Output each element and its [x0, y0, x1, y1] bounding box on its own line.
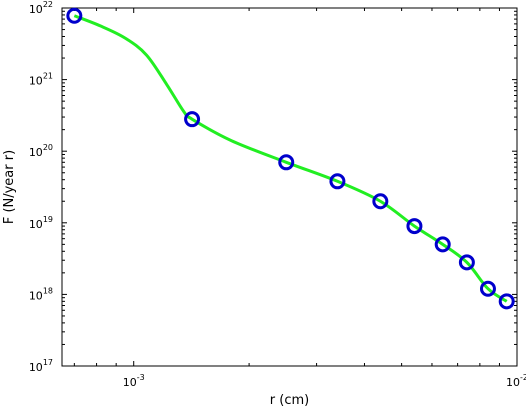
data-point	[184, 111, 201, 128]
tick-labels: 1017 1018 1019 1020 1021 1022 10-3 10-2	[29, 0, 526, 389]
axis-ticks	[62, 7, 518, 367]
data-point	[66, 7, 83, 24]
x-axis-label: r (cm)	[270, 393, 309, 408]
y-tick-label: 1021	[29, 72, 53, 88]
y-tick-label: 1019	[29, 215, 53, 231]
data-point	[372, 193, 389, 210]
y-tick-label: 1022	[29, 0, 53, 16]
data-point	[278, 154, 295, 171]
data-point	[479, 280, 496, 297]
x-tick-label: 10-2	[506, 373, 526, 389]
data-point	[434, 236, 451, 253]
x-tick-label: 10-3	[123, 373, 145, 389]
y-tick-label: 1020	[29, 143, 53, 159]
data-point	[329, 173, 346, 190]
y-axis-label: F (N/year r)	[2, 150, 17, 224]
y-tick-label: 1018	[29, 286, 53, 302]
plot-area	[61, 7, 518, 367]
series-layer	[66, 7, 515, 310]
series-line	[73, 14, 508, 303]
data-point	[458, 254, 475, 271]
y-tick-label: 1017	[29, 358, 53, 374]
data-point	[406, 218, 423, 235]
data-point	[498, 293, 515, 310]
